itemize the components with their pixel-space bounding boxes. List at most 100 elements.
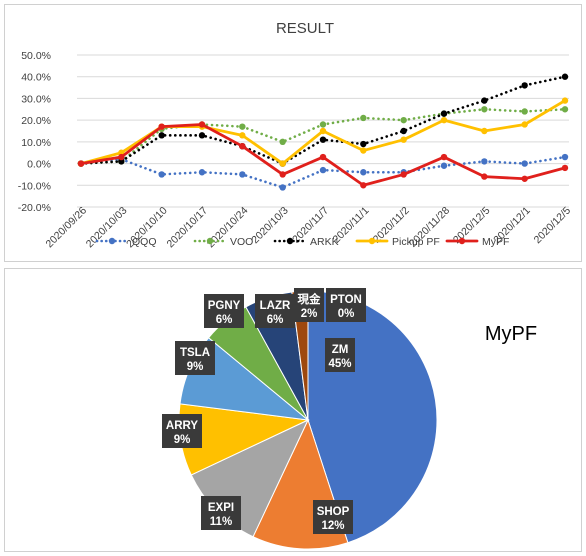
slice-label-name: LAZR [260, 300, 291, 312]
slice-label-percent: 9% [187, 361, 204, 373]
data-point-pickup-pf [521, 121, 528, 128]
data-point-arkk [561, 73, 569, 80]
legend-item-pickup-pf: Pickup PF [355, 236, 440, 248]
legend-marker [368, 237, 376, 245]
slice-label-name: EXPI [208, 502, 234, 514]
data-point-mypf [481, 173, 488, 180]
pie-chart-title: MyPF [485, 323, 537, 345]
slice-label-percent: 6% [267, 314, 284, 326]
y-tick-label: 20.0% [21, 115, 51, 127]
slice-label-box [162, 414, 202, 448]
data-point-qqq [239, 171, 246, 178]
data-point-qqq [481, 158, 488, 165]
slice-label-name: ARRY [166, 420, 198, 432]
y-tick-label: 30.0% [21, 93, 51, 105]
data-point-voo [561, 106, 569, 113]
data-point-mypf [360, 182, 367, 189]
y-tick-label: -20.0% [18, 202, 51, 214]
data-point-pickup-pf [360, 147, 367, 154]
data-point-arkk [158, 132, 165, 139]
legend-label: MyPF [482, 236, 509, 248]
slice-label-box [204, 294, 244, 328]
slice-label-percent: 2% [301, 308, 318, 320]
data-point-voo [360, 114, 367, 122]
slice-label-tsla: TSLA 9% [175, 341, 215, 375]
slice-label-name: PGNY [208, 300, 241, 312]
x-tick-label: 2020/10/17 [164, 205, 210, 251]
pie-chart-panel: ZM 45% SHOP 12% EXPI 11% ARRY 9% TSLA 9% PGNY 6% LAZ… [4, 268, 582, 552]
slice-label-box [175, 341, 215, 375]
data-point-voo [400, 116, 407, 124]
line-chart: RESULT 50.0% 40.0% 30.0% 20.0% 10.0% 0.0% -10.… [18, 20, 574, 251]
data-point-pickup-pf [481, 127, 488, 135]
data-point-arkk [440, 110, 448, 117]
slice-label-item: 現金 2% [294, 288, 324, 322]
slice-label-box [313, 500, 353, 534]
slice-label-lazr: LAZR 6% [255, 294, 295, 328]
data-point-pickup-pf [440, 116, 448, 124]
data-point-mypf [198, 121, 206, 128]
data-point-arkk [481, 97, 488, 104]
slice-label-name: ZM [332, 344, 349, 356]
slice-label-percent: 45% [328, 358, 351, 370]
data-point-voo [279, 138, 286, 146]
slice-label-box [326, 288, 366, 322]
slice-label-box [325, 338, 355, 372]
y-tick-label: -10.0% [18, 180, 51, 192]
legend-item-arkk: ARKK [273, 236, 339, 248]
pie-chart: ZM45%SHOP12%EXPI11%ARRY9%TSLA9%PGNY6%LAZ… [162, 288, 537, 550]
data-point-pickup-pf [279, 160, 286, 167]
legend-marker [286, 237, 294, 245]
legend-label: ARKK [310, 236, 339, 248]
data-point-qqq [521, 160, 528, 167]
slice-label-name: SHOP [317, 506, 350, 518]
slice-label-percent: 6% [216, 314, 233, 326]
slice-label-arry: ARRY 9% [162, 414, 202, 448]
data-point-pickup-pf [319, 127, 327, 135]
data-point-qqq [198, 169, 206, 176]
line-chart-panel: RESULT 50.0% 40.0% 30.0% 20.0% 10.0% 0.0% -10.… [4, 4, 582, 262]
data-point-arkk [319, 136, 327, 143]
slice-label-expi: EXPI 11% [201, 496, 241, 530]
legend-item-qqq: QQQ [95, 236, 157, 248]
legend-label: QQQ [132, 236, 157, 248]
data-point-mypf [77, 160, 85, 167]
data-point-mypf [400, 171, 407, 178]
data-point-qqq [158, 171, 165, 178]
slice-label-zm: ZM 45% [325, 338, 355, 372]
data-point-qqq [279, 184, 286, 191]
series-mypf [77, 121, 569, 189]
legend-marker [458, 237, 466, 245]
slice-label-percent: 9% [174, 434, 191, 446]
slice-label-pton: PTON 0% [326, 288, 366, 322]
legend-label: Pickup PF [392, 236, 440, 248]
data-point-voo [481, 106, 488, 113]
data-point-qqq [561, 153, 569, 161]
data-point-qqq [319, 166, 327, 174]
slice-label-box [294, 288, 324, 322]
slice-label-name: PTON [330, 294, 362, 306]
data-point-mypf [319, 153, 327, 161]
data-point-arkk [400, 127, 407, 135]
slice-label-pgny: PGNY 6% [204, 294, 244, 328]
x-tick-label: 2020/12/5 [532, 205, 574, 247]
legend-marker [206, 237, 214, 245]
slice-label-box [255, 294, 295, 328]
data-point-mypf [521, 175, 528, 182]
slice-label-box [201, 496, 241, 530]
data-point-mypf [561, 164, 569, 172]
data-point-mypf [118, 153, 125, 161]
data-point-voo [319, 121, 327, 128]
slice-label-percent: 12% [321, 520, 344, 532]
slice-label-shop: SHOP 12% [313, 500, 353, 534]
data-point-arkk [360, 140, 367, 148]
data-point-voo [521, 108, 528, 115]
data-point-pickup-pf [561, 97, 569, 104]
line-chart-title: RESULT [276, 20, 334, 37]
data-point-qqq [360, 169, 367, 176]
data-point-pickup-pf [239, 132, 246, 139]
legend-marker [108, 237, 116, 245]
legend-label: VOO [230, 236, 253, 248]
data-point-mypf [239, 143, 246, 150]
legend-item-mypf: MyPF [445, 236, 509, 248]
